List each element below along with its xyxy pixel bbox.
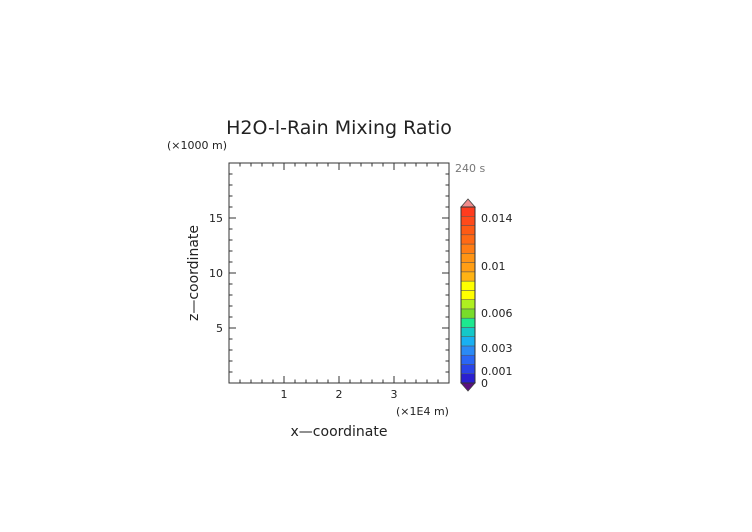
axes: 1 2 3 5 10 15: [209, 163, 449, 401]
colorbar-segment: [460, 308, 476, 319]
colorbar-tick-label: 0.006: [481, 307, 513, 320]
plot-area: [228, 162, 450, 384]
colorbar-segment: [460, 317, 476, 328]
x-axis-unit: (×1E4 m): [396, 405, 449, 418]
colorbar-tick-label: 0.003: [481, 342, 513, 355]
colorbar-segment: [460, 280, 476, 291]
x-tick-label: 3: [391, 388, 398, 401]
colorbar-segment: [460, 206, 476, 217]
x-axis-label: x—coordinate: [291, 424, 388, 440]
colorbar-segment: [460, 234, 476, 245]
colorbar-segment: [460, 373, 476, 384]
colorbar-tick-label: 0.014: [481, 212, 513, 225]
y-axis-label: z—coordinate: [186, 225, 202, 321]
colorbar-segment: [460, 253, 476, 263]
colorbar-segment: [460, 299, 476, 310]
colorbar-under-arrow: [460, 382, 476, 392]
colorbar-over-arrow: [460, 198, 476, 208]
colorbar-segment: [460, 243, 476, 254]
y-tick-label: 5: [216, 322, 223, 335]
colorbar-segment: [460, 364, 476, 374]
colorbar-segment: [460, 225, 476, 236]
colorbar-segment: [460, 262, 476, 273]
colorbar-segment: [460, 345, 476, 356]
y-axis-unit: (×1000 m): [167, 139, 227, 152]
colorbar-tick-label: 0.001: [481, 365, 513, 378]
colorbar-segment: [460, 216, 476, 226]
colorbar: 00.001 0.003 0.006 0.01 0.014: [460, 198, 513, 392]
chart-title: H2O-l-Rain Mixing Ratio: [226, 117, 452, 139]
colorbar-segment: [460, 354, 476, 365]
y-tick-label: 15: [209, 212, 223, 225]
x-tick-label: 2: [336, 388, 343, 401]
y-tick-label: 10: [209, 267, 223, 280]
colorbar-segment: [460, 327, 476, 337]
colorbar-segment: [460, 336, 476, 347]
time-label: 240 s: [455, 162, 485, 175]
colorbar-tick-label: 0: [481, 377, 488, 390]
colorbar-frame: [460, 206, 476, 384]
colorbar-segment: [460, 290, 476, 300]
colorbar-tick-label: 0.01: [481, 260, 506, 273]
colorbar-segment: [460, 271, 476, 282]
x-tick-label: 1: [281, 388, 288, 401]
